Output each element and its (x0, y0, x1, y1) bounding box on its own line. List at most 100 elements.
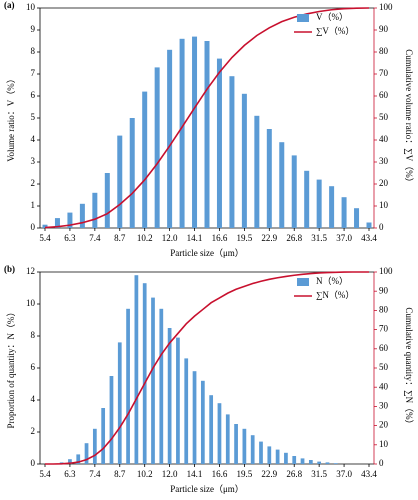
y2-tick-label: 80 (379, 304, 389, 314)
bar (179, 38, 185, 228)
bar (192, 36, 198, 228)
x-tick-label: 10.2 (137, 233, 153, 243)
x-tick-label: 37.0 (336, 469, 352, 479)
bar (92, 428, 97, 464)
x-tick-label: 7.4 (89, 233, 101, 243)
y-tick-label: 1 (31, 200, 36, 210)
y-tick-label: 8 (31, 46, 36, 56)
legend-label: V（%） (316, 12, 348, 22)
bar (317, 461, 322, 464)
bar (316, 179, 322, 228)
y-axis-label: Proportion of quantity：N（%） (6, 308, 16, 429)
panel-label: (b) (4, 264, 15, 274)
bar (234, 424, 238, 464)
bar (142, 91, 148, 228)
x-tick-label: 14.1 (187, 233, 203, 243)
x-tick-label: 43.4 (361, 469, 377, 479)
x-tick-label: 6.3 (64, 233, 76, 243)
y-tick-label: 10 (26, 298, 36, 308)
bar (304, 170, 310, 228)
cumulative-line (44, 7, 370, 229)
bar (54, 218, 60, 228)
y-tick-label: 2 (31, 426, 36, 436)
y2-tick-label: 10 (379, 439, 389, 449)
bar (176, 337, 180, 464)
x-tick-label: 8.7 (114, 233, 126, 243)
bar (292, 456, 297, 464)
bar (225, 414, 230, 464)
y2-tick-label: 0 (379, 458, 384, 468)
bar (279, 142, 285, 228)
cumulative-line (45, 271, 369, 465)
bar (259, 441, 263, 464)
panel-label: (a) (4, 0, 15, 10)
x-tick-label: 31.5 (311, 469, 327, 479)
y2-tick-label: 0 (379, 222, 384, 232)
bar (117, 135, 123, 228)
bar (151, 297, 155, 464)
y2-tick-label: 100 (379, 2, 393, 12)
bar (200, 380, 205, 464)
x-tick-label: 6.3 (64, 469, 76, 479)
x-tick-label: 12.0 (162, 469, 178, 479)
legend-label: ∑N（%） (316, 290, 354, 300)
legend-label: ∑V（%） (316, 26, 354, 36)
bar (76, 454, 81, 464)
bar (159, 308, 164, 464)
bar (184, 358, 189, 464)
x-tick-label: 16.6 (212, 233, 228, 243)
y-tick-label: 6 (31, 90, 36, 100)
bar (241, 93, 247, 228)
x-tick-label: 31.5 (311, 233, 327, 243)
bar (204, 41, 210, 228)
bar (117, 342, 122, 464)
legend-swatch (297, 278, 309, 286)
bar (67, 212, 73, 228)
y-tick-label: 8 (31, 330, 36, 340)
bar (329, 186, 335, 228)
y2-axis-label: Cumulative volume ratio：∑V（%） (404, 49, 414, 186)
y2-tick-label: 30 (379, 400, 389, 410)
bar (291, 155, 297, 228)
bar (266, 129, 272, 228)
x-tick-label: 10.2 (137, 469, 153, 479)
bar (104, 173, 110, 228)
bar (325, 462, 330, 464)
y-tick-label: 5 (31, 112, 36, 122)
bar (126, 308, 130, 464)
y2-tick-label: 20 (379, 420, 389, 430)
x-tick-label: 7.4 (89, 469, 101, 479)
x-tick-label: 43.4 (361, 233, 377, 243)
bar (366, 222, 372, 228)
y2-tick-label: 90 (379, 24, 389, 34)
x-tick-label: 5.4 (39, 469, 51, 479)
y-axis-label: Volume ratio：V（%） (6, 74, 16, 162)
y2-tick-label: 50 (379, 112, 389, 122)
bar (134, 275, 139, 464)
bar (300, 458, 305, 464)
x-tick-label: 22.9 (261, 233, 277, 243)
y2-tick-label: 60 (379, 343, 389, 353)
bar (267, 446, 272, 464)
x-axis-label: Particle size（μm） (170, 484, 244, 494)
legend-swatch (297, 14, 309, 22)
x-tick-label: 26.8 (286, 469, 302, 479)
y2-tick-label: 70 (379, 324, 389, 334)
y2-axis-label: Cumulative quantity：∑N（%） (404, 307, 414, 428)
y-tick-label: 7 (31, 68, 36, 78)
y2-tick-label: 60 (379, 90, 389, 100)
bar (101, 408, 106, 464)
x-tick-label: 16.6 (212, 469, 228, 479)
x-tick-label: 5.4 (39, 233, 51, 243)
bar (42, 224, 48, 228)
y-tick-label: 6 (31, 362, 36, 372)
y2-tick-label: 30 (379, 156, 389, 166)
bar (92, 192, 98, 228)
x-tick-label: 12.0 (162, 233, 178, 243)
y2-tick-label: 50 (379, 362, 389, 372)
y-tick-label: 9 (31, 24, 36, 34)
y2-tick-label: 80 (379, 46, 389, 56)
x-tick-label: 8.7 (114, 469, 126, 479)
y-tick-label: 2 (31, 178, 36, 188)
